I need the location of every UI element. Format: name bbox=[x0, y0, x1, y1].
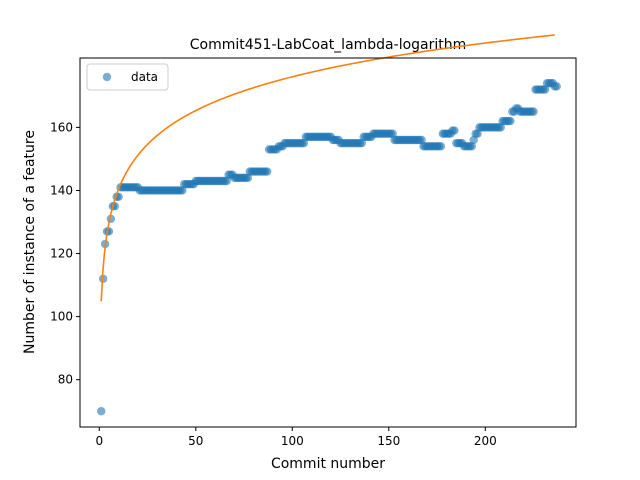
y-tick-label: 140 bbox=[50, 183, 73, 197]
data-point bbox=[388, 129, 397, 138]
legend-marker bbox=[102, 72, 112, 82]
legend: data bbox=[86, 63, 169, 91]
x-tick-label: 150 bbox=[377, 434, 400, 448]
data-point bbox=[417, 135, 426, 145]
ticks-layer: 0 50 100 150 200 80 100 120 140 160 bbox=[50, 120, 497, 448]
y-tick-label: 100 bbox=[50, 310, 73, 324]
x-tick-label: 50 bbox=[188, 434, 203, 448]
fit-line bbox=[100, 34, 555, 302]
data-point bbox=[506, 116, 515, 126]
x-tick-label: 0 bbox=[95, 434, 103, 448]
data-point bbox=[97, 407, 106, 416]
data-point bbox=[469, 135, 478, 145]
y-axis-title: Number of instance of a feature bbox=[22, 130, 38, 354]
data-point bbox=[243, 173, 253, 183]
data-point bbox=[450, 126, 459, 135]
series-layer bbox=[97, 34, 561, 416]
data-point bbox=[552, 82, 561, 91]
data-point bbox=[467, 142, 476, 151]
data-point bbox=[529, 107, 538, 116]
y-tick-label: 80 bbox=[58, 373, 73, 387]
data-point bbox=[178, 186, 187, 195]
data-point bbox=[540, 85, 550, 94]
data-point bbox=[104, 227, 114, 236]
data-point bbox=[299, 138, 309, 148]
data-point bbox=[436, 142, 446, 151]
y-tick-label: 160 bbox=[50, 120, 73, 134]
data-point bbox=[357, 138, 366, 148]
data-point bbox=[496, 123, 505, 132]
y-tick-label: 120 bbox=[50, 247, 73, 261]
legend-box bbox=[86, 63, 169, 91]
chart-title: Commit451-LabCoat_lambda-logarithm bbox=[190, 37, 467, 53]
axes-frame bbox=[79, 57, 577, 428]
legend-label: data bbox=[131, 70, 158, 84]
data-point bbox=[263, 167, 272, 176]
data-point bbox=[473, 129, 482, 138]
x-tick-label: 200 bbox=[474, 434, 497, 448]
x-tick-label: 100 bbox=[281, 434, 304, 448]
x-axis-title: Commit number bbox=[271, 456, 385, 472]
data-point bbox=[222, 176, 231, 186]
